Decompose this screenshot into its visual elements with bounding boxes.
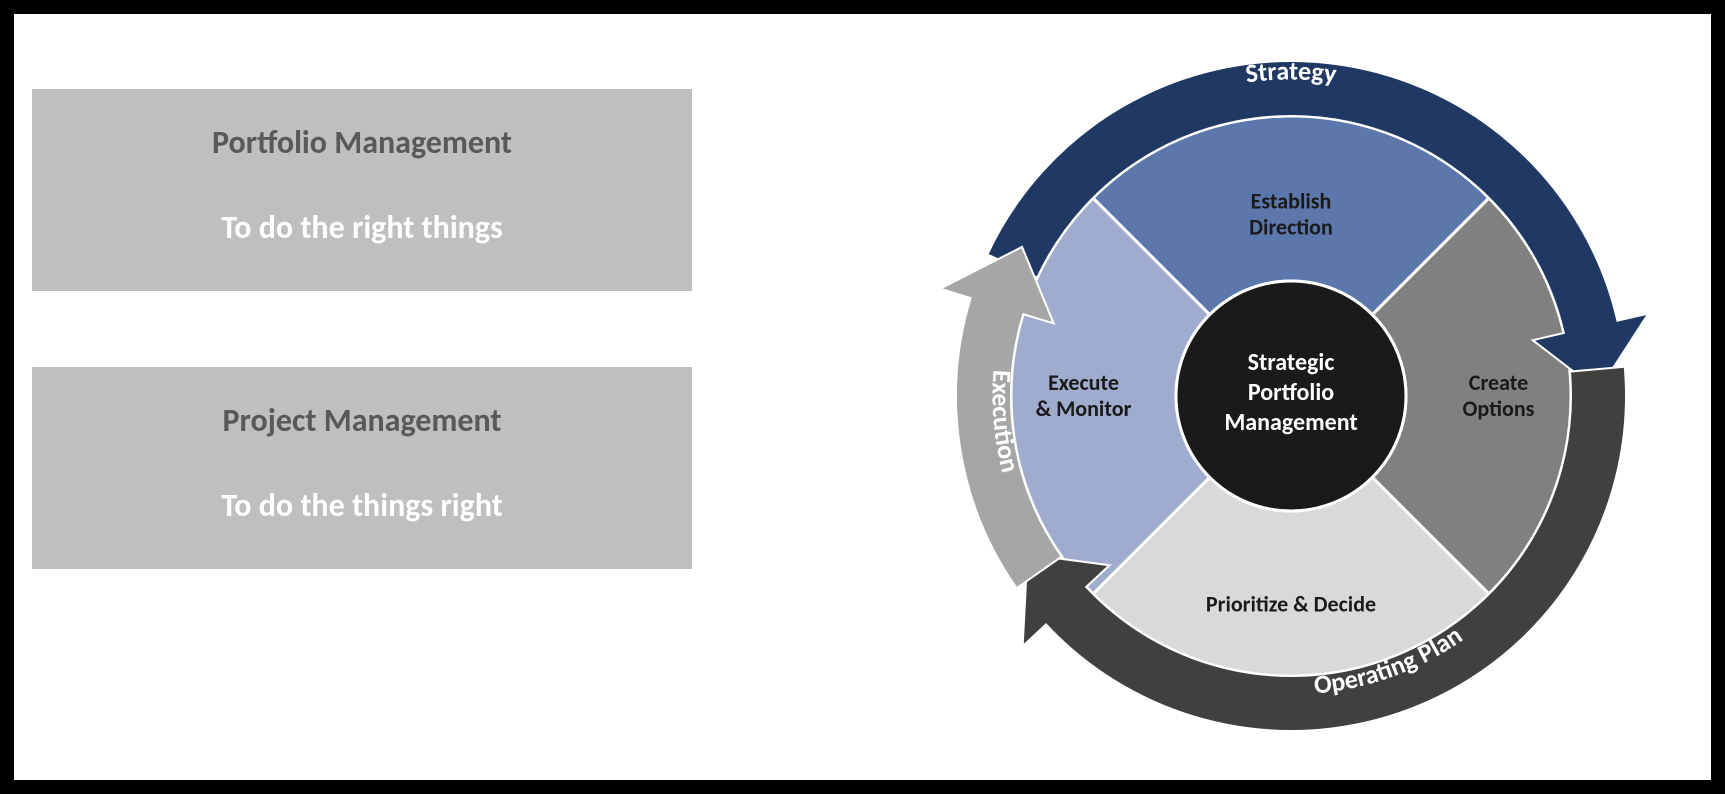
segment-label-create-options-l1: Create [1469,369,1528,396]
card-subtitle: To do the right things [52,208,672,247]
segment-label-prioritize-decide-l1: Prioritize & Decide [1206,591,1376,618]
left-column: Portfolio Management To do the right thi… [32,89,692,645]
strategic-portfolio-wheel: StrategicPortfolioManagement EstablishDir… [911,24,1671,768]
segment-label-establish-direction-l1: Establish [1251,188,1332,215]
center-label-line1: Strategic [1248,348,1335,377]
segment-label-execute-monitor-l2: & Monitor [1036,395,1132,422]
card-title: Portfolio Management [52,123,672,162]
project-management-card: Project Management To do the things righ… [32,367,692,569]
card-title: Project Management [52,401,672,440]
center-label-line2: Portfolio [1248,378,1334,407]
segment-label-create-options-l2: Options [1463,395,1535,422]
portfolio-management-card: Portfolio Management To do the right thi… [32,89,692,291]
slide-canvas: Portfolio Management To do the right thi… [14,14,1711,780]
card-subtitle: To do the things right [52,486,672,525]
segment-label-establish-direction-l2: Direction [1249,214,1333,241]
center-label-line3: Management [1224,408,1357,437]
segment-label-execute-monitor-l1: Execute [1048,369,1119,396]
